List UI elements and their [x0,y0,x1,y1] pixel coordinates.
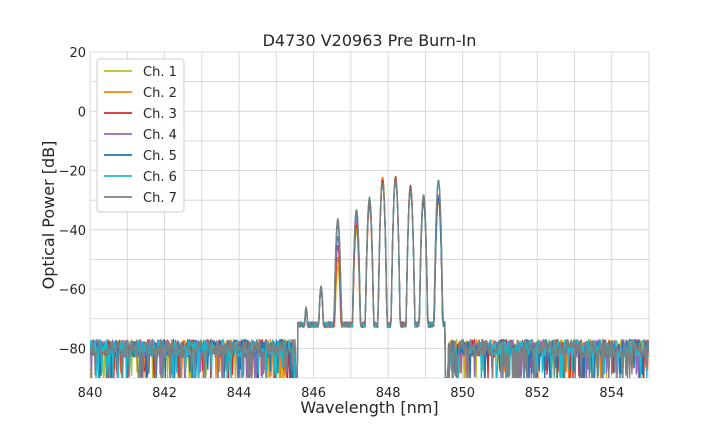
legend-entry-label: Ch. 2 [143,86,177,101]
x-tick-label: 852 [525,386,550,401]
legend-entry-label: Ch. 3 [143,107,177,122]
x-tick-label: 854 [599,386,624,401]
x-tick-label: 846 [301,386,326,401]
legend-entry-label: Ch. 7 [143,191,177,206]
x-tick-label: 842 [152,386,177,401]
legend-entry-label: Ch. 4 [143,128,177,143]
x-axis-ticks: 840 842 844 846 848 850 852 854 [78,386,625,401]
x-axis-label: Wavelength [nm] [300,398,438,417]
series-line [90,178,649,378]
y-axis-ticks: 20 0 −20 −40 −60 −80 [59,46,86,357]
x-tick-label: 844 [227,386,252,401]
x-tick-label: 850 [450,386,475,401]
legend-box [96,58,185,213]
series-layer [90,175,649,378]
legend-entry-label: Ch. 5 [143,149,177,164]
y-tick-label: −60 [59,283,86,298]
chart-title: D4730 V20963 Pre Burn-In [263,31,477,50]
y-tick-label: 20 [69,46,86,61]
y-tick-label: −80 [59,342,86,357]
y-axis-label: Optical Power [dB] [39,141,58,290]
x-tick-label: 848 [376,386,401,401]
y-tick-label: −40 [59,224,86,239]
legend-entry-label: Ch. 1 [143,65,177,80]
y-tick-label: −20 [59,165,86,180]
legend: Ch. 1 Ch. 2 Ch. 3 Ch. 4 Ch. 5 Ch. 6 Ch. 7 [96,58,185,213]
y-tick-label: 0 [78,105,86,120]
legend-entry-label: Ch. 6 [143,170,177,185]
x-tick-label: 840 [78,386,103,401]
